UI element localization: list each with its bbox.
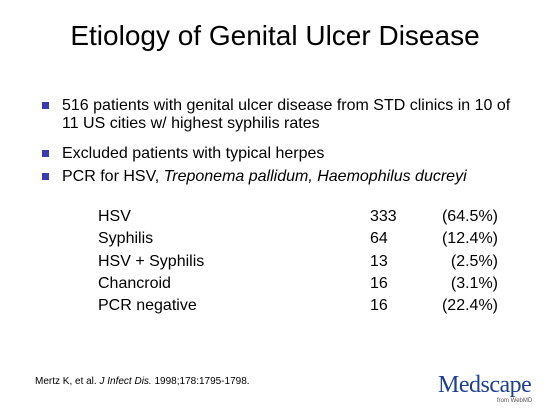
- row-percent: (3.1%): [450, 274, 498, 292]
- row-label: PCR negative: [98, 297, 197, 315]
- row-label: HSV + Syphilis: [98, 252, 205, 270]
- table-row: PCR negative 16 (22.4%): [98, 297, 498, 319]
- row-percent: (64.5%): [441, 208, 498, 225]
- row-count: 333: [370, 208, 397, 225]
- row-label: Syphilis: [98, 230, 154, 248]
- table-row: HSV 333 (64.5%): [98, 208, 498, 230]
- row-label: HSV: [98, 208, 131, 225]
- table-row: Syphilis 64 (12.4%): [98, 230, 498, 252]
- row-count: 13: [370, 252, 388, 270]
- slide-title: Etiology of Genital Ulcer Disease: [70, 20, 480, 51]
- bullet: Excluded patients with typical herpes: [42, 145, 522, 163]
- row-count: 16: [370, 297, 388, 315]
- row-count: 64: [370, 230, 388, 248]
- bullet-italic: Treponema pallidum, Haemophilus ducreyi: [163, 168, 467, 185]
- bullet-marker: [42, 173, 49, 180]
- row-percent: (22.4%): [441, 297, 498, 315]
- row-count: 16: [370, 274, 388, 292]
- citation-details: 1998;178:1795-1798.: [151, 376, 250, 387]
- row-label: Chancroid: [98, 274, 171, 292]
- logo: Medscape: [438, 372, 532, 398]
- row-percent: (2.5%): [450, 252, 498, 270]
- bullet-text: PCR for HSV,: [62, 168, 164, 185]
- table-row: HSV + Syphilis 13 (2.5%): [98, 253, 498, 275]
- logo-tagline: from WebMD: [497, 398, 533, 404]
- citation: Mertz K, et al. J Infect Dis. 1998;178:1…: [35, 376, 250, 387]
- row-percent: (12.4%): [441, 230, 498, 248]
- bullet-marker: [42, 102, 49, 109]
- citation-journal: J Infect Dis.: [99, 376, 152, 387]
- citation-authors: Mertz K, et al.: [35, 376, 100, 387]
- bullet: PCR for HSV, Treponema pallidum, Haemoph…: [42, 168, 522, 186]
- table-row: Chancroid 16 (3.1%): [98, 275, 498, 297]
- bullet-marker: [42, 150, 49, 157]
- bullet-text: Excluded patients with typical herpes: [62, 145, 325, 162]
- bullet-text: 516 patients with genital ulcer disease …: [62, 97, 511, 132]
- bullet: 516 patients with genital ulcer disease …: [42, 97, 522, 133]
